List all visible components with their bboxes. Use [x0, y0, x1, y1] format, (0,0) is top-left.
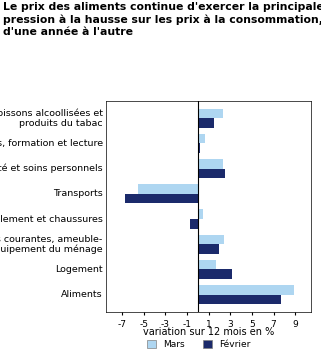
Bar [198, 134, 205, 143]
Text: Le prix des aliments continue d'exercer la principale
pression à la hausse sur l: Le prix des aliments continue d'exercer … [3, 2, 321, 37]
Text: Santé et soins personnels: Santé et soins personnels [0, 164, 103, 173]
Text: Transports: Transports [53, 189, 103, 198]
Text: Boissons alcoollisées et
produits du tabac: Boissons alcoollisées et produits du tab… [0, 109, 103, 127]
Text: variation sur 12 mois en %: variation sur 12 mois en % [143, 327, 274, 337]
Bar [198, 118, 214, 128]
Bar [126, 194, 198, 204]
Bar [198, 295, 281, 304]
Legend: Mars, Février: Mars, Février [145, 338, 253, 351]
Bar [198, 270, 232, 279]
Bar [138, 184, 198, 194]
Text: Dépenses courantes, ameuble-
ment et équipement du ménage: Dépenses courantes, ameuble- ment et équ… [0, 234, 103, 254]
Text: Habillement et chaussures: Habillement et chaussures [0, 215, 103, 224]
Bar [198, 235, 224, 244]
Bar [198, 244, 220, 254]
Bar [198, 285, 294, 295]
Text: Logement: Logement [55, 265, 103, 274]
Bar [198, 260, 216, 270]
Bar [198, 159, 223, 169]
Bar [198, 209, 203, 219]
Text: Loisirs, formation et lecture: Loisirs, formation et lecture [0, 139, 103, 148]
Bar [198, 169, 225, 178]
Text: Aliments: Aliments [61, 290, 103, 299]
Bar [198, 108, 223, 118]
Bar [190, 219, 198, 229]
Bar [198, 143, 200, 153]
